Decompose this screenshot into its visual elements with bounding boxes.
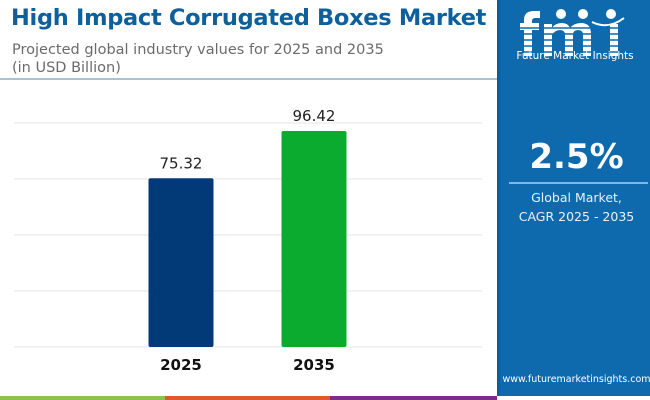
bars (148, 131, 347, 347)
cagr-value: 2.5% (529, 137, 624, 177)
subtitle-line-1: Projected global industry values for 202… (12, 42, 384, 58)
footer-strip-purple (330, 396, 497, 400)
bar-2035 (281, 131, 347, 347)
value-label-2035: 96.42 (293, 107, 336, 125)
value-label-2025: 75.32 (160, 154, 203, 172)
page-subtitle: Projected global industry values for 202… (12, 41, 384, 77)
cagr-label-line-2: CAGR 2025 - 2035 (518, 209, 635, 224)
website-link[interactable]: www.futuremarketinsights.com (502, 374, 650, 385)
cagr-label-line-1: Global Market, (531, 190, 622, 205)
labels: 75.32 2025 96.42 2035 (160, 107, 336, 374)
footer-strip-green (0, 396, 165, 400)
x-tick-label-2035: 2035 (293, 356, 335, 374)
cagr-divider (509, 182, 648, 184)
header-divider (0, 78, 497, 80)
gridlines (14, 122, 482, 348)
footer-strip-orange (165, 396, 330, 400)
subtitle-line-2: (in USD Billion) (12, 60, 121, 76)
logo-name: Future Market Insights (516, 50, 634, 62)
cagr-label: Global Market, CAGR 2025 - 2035 (500, 188, 650, 226)
fmi-logo-icon (520, 9, 640, 56)
x-tick-label-2025: 2025 (160, 356, 202, 374)
side-panel: Future Market Insights 2.5% Global Marke… (497, 0, 650, 396)
bar-chart: 75.32 2025 96.42 2035 (14, 107, 482, 374)
bar-2025 (148, 178, 214, 347)
page-title: High Impact Corrugated Boxes Market (11, 5, 487, 31)
